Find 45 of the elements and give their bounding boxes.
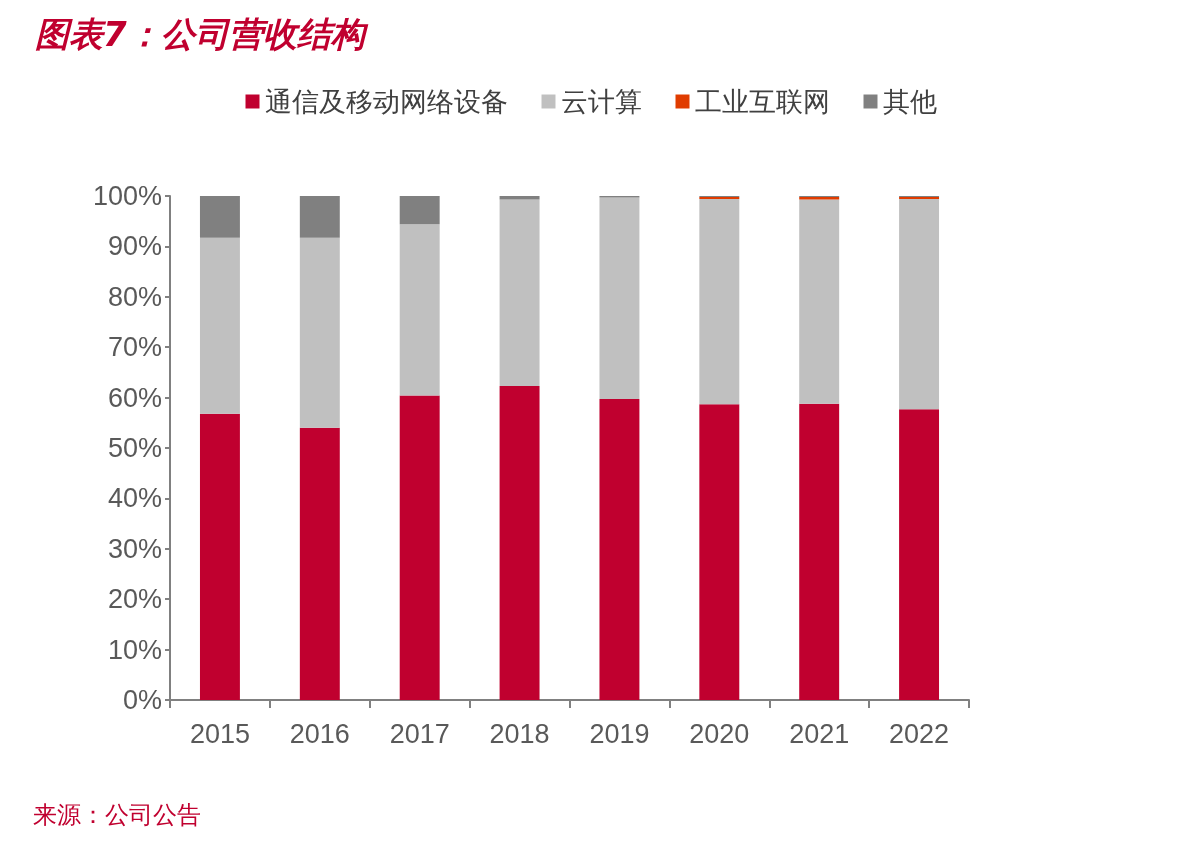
x-tick-label: 2015 bbox=[189, 718, 250, 749]
y-tick-label: 80% bbox=[107, 281, 162, 312]
bar bbox=[399, 395, 440, 700]
bar bbox=[299, 427, 340, 700]
y-tick-label: 10% bbox=[107, 634, 162, 665]
legend-label: 其他 bbox=[882, 86, 937, 117]
x-tick-label: 2020 bbox=[689, 718, 750, 749]
x-tick-label: 2019 bbox=[589, 718, 650, 749]
source-note: 来源：公司公告 bbox=[33, 801, 201, 829]
y-tick-label: 90% bbox=[107, 231, 162, 262]
bar bbox=[299, 237, 340, 428]
y-tick-label: 40% bbox=[107, 483, 162, 514]
bar bbox=[799, 199, 840, 404]
bar bbox=[599, 399, 640, 700]
legend-label: 工业互联网 bbox=[694, 86, 830, 117]
bar bbox=[399, 224, 440, 396]
bar bbox=[899, 199, 940, 410]
legend-label: 通信及移动网络设备 bbox=[264, 86, 508, 117]
bar bbox=[499, 196, 540, 200]
x-tick-label: 2021 bbox=[789, 718, 850, 749]
y-tick-label: 30% bbox=[107, 533, 162, 564]
bar bbox=[199, 196, 240, 238]
bar bbox=[199, 237, 240, 414]
bar bbox=[899, 409, 940, 700]
y-tick-label: 60% bbox=[107, 382, 162, 413]
y-tick-label: 100% bbox=[92, 181, 162, 211]
chart-title: 图表7：公司营收结构 bbox=[35, 14, 369, 54]
legend-label: 云计算 bbox=[560, 86, 642, 117]
x-tick-label: 2022 bbox=[889, 718, 950, 749]
bar bbox=[299, 196, 340, 238]
bar bbox=[799, 403, 840, 700]
bar bbox=[199, 413, 240, 700]
x-tick-label: 2017 bbox=[389, 718, 450, 749]
x-tick-label: 2018 bbox=[489, 718, 550, 749]
y-tick-label: 50% bbox=[107, 433, 162, 463]
bar bbox=[699, 199, 740, 405]
bar bbox=[399, 196, 440, 225]
y-tick-label: 70% bbox=[107, 332, 162, 363]
bar bbox=[499, 386, 540, 700]
bar bbox=[499, 199, 540, 387]
bar bbox=[599, 197, 640, 400]
x-tick-label: 2016 bbox=[289, 718, 350, 749]
y-tick-label: 20% bbox=[107, 584, 162, 615]
y-tick-label: 0% bbox=[122, 685, 162, 715]
bar bbox=[699, 404, 740, 700]
